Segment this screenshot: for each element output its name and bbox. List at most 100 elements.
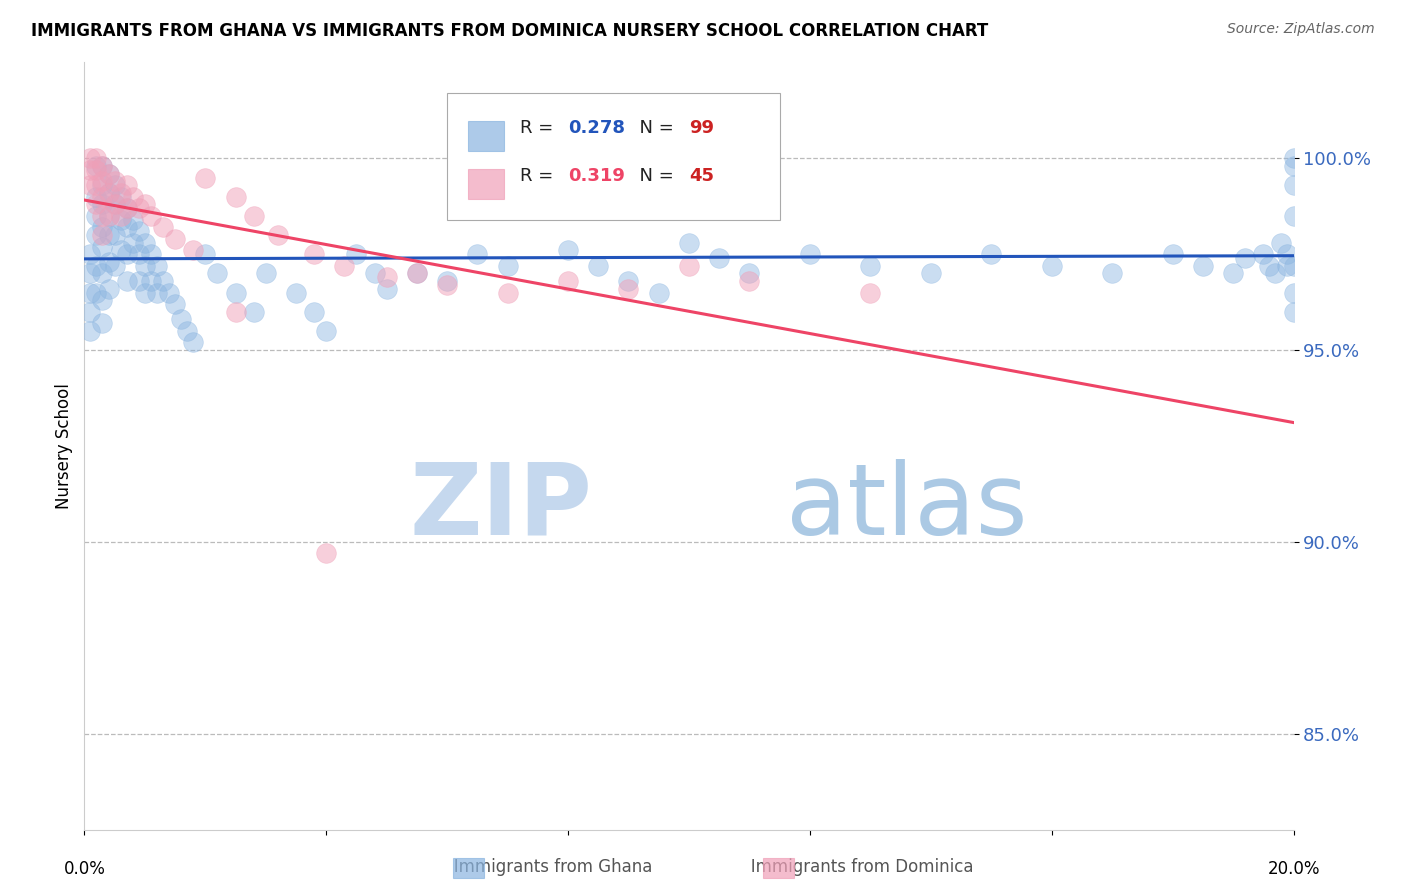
Point xyxy=(91,197,114,211)
Text: Immigrants from Dominica: Immigrants from Dominica xyxy=(714,858,973,876)
Point xyxy=(139,247,162,261)
Point xyxy=(86,197,108,211)
Point xyxy=(146,259,169,273)
Point xyxy=(678,259,700,273)
Point xyxy=(91,239,114,253)
Text: N =: N = xyxy=(628,119,681,136)
Point xyxy=(104,197,127,211)
Point xyxy=(165,232,187,246)
Point xyxy=(467,247,489,261)
Point xyxy=(1234,251,1257,265)
Point xyxy=(375,270,398,285)
Point xyxy=(1161,247,1184,261)
Point xyxy=(86,159,108,173)
Point xyxy=(97,209,120,223)
Point xyxy=(648,285,671,300)
Point xyxy=(181,335,204,350)
Point xyxy=(1101,267,1123,281)
Point xyxy=(97,227,120,242)
Point xyxy=(128,201,150,215)
Point xyxy=(128,274,150,288)
Point xyxy=(1253,247,1275,261)
Point xyxy=(181,244,204,258)
FancyBboxPatch shape xyxy=(447,93,780,219)
Point xyxy=(128,247,150,261)
Point xyxy=(194,170,217,185)
Point xyxy=(134,235,156,250)
Point xyxy=(86,151,108,165)
Point xyxy=(115,178,138,193)
Point xyxy=(225,285,247,300)
Point xyxy=(1282,178,1305,193)
Point xyxy=(285,285,308,300)
Point xyxy=(1270,235,1292,250)
Point xyxy=(859,259,882,273)
Point xyxy=(302,247,325,261)
Point xyxy=(225,304,247,318)
Point xyxy=(146,285,169,300)
Point xyxy=(110,244,132,258)
Point xyxy=(557,244,579,258)
Point xyxy=(97,167,120,181)
Text: R =: R = xyxy=(520,119,558,136)
Point xyxy=(436,274,458,288)
Point xyxy=(110,209,132,223)
Point xyxy=(128,224,150,238)
Point xyxy=(134,197,156,211)
Point xyxy=(91,293,114,308)
Point xyxy=(115,201,138,215)
Point xyxy=(134,285,156,300)
Point xyxy=(104,227,127,242)
Text: 99: 99 xyxy=(689,119,714,136)
Text: Immigrants from Ghana: Immigrants from Ghana xyxy=(416,858,652,876)
Point xyxy=(104,174,127,188)
Point xyxy=(1277,247,1299,261)
Point xyxy=(242,209,264,223)
Point xyxy=(91,178,114,193)
Point xyxy=(97,255,120,269)
Text: N =: N = xyxy=(628,167,681,185)
Point xyxy=(79,162,101,177)
Point xyxy=(1282,209,1305,223)
Point xyxy=(315,546,337,560)
FancyBboxPatch shape xyxy=(468,120,503,151)
Point xyxy=(1282,304,1305,318)
Point xyxy=(86,190,108,204)
Point xyxy=(267,227,290,242)
Point xyxy=(91,316,114,330)
Point xyxy=(152,220,174,235)
Point xyxy=(115,247,138,261)
Point xyxy=(496,259,519,273)
Text: 20.0%: 20.0% xyxy=(1267,860,1320,878)
Text: Source: ZipAtlas.com: Source: ZipAtlas.com xyxy=(1227,22,1375,37)
Point xyxy=(346,247,368,261)
Point xyxy=(97,167,120,181)
Y-axis label: Nursery School: Nursery School xyxy=(55,383,73,509)
Point xyxy=(557,274,579,288)
Point xyxy=(91,190,114,204)
Point xyxy=(170,312,193,326)
Point xyxy=(1282,259,1305,273)
Text: 0.319: 0.319 xyxy=(568,167,624,185)
Point xyxy=(588,259,610,273)
Point xyxy=(242,304,264,318)
Point xyxy=(1282,151,1305,165)
Point xyxy=(86,227,108,242)
Point xyxy=(1282,159,1305,173)
Point xyxy=(79,247,101,261)
Point xyxy=(91,227,114,242)
Point xyxy=(91,159,114,173)
Point xyxy=(207,267,229,281)
Text: 45: 45 xyxy=(689,167,714,185)
Point xyxy=(86,285,108,300)
Point xyxy=(110,186,132,200)
Point xyxy=(315,324,337,338)
Point xyxy=(406,267,429,281)
Point xyxy=(115,274,138,288)
Point xyxy=(709,251,731,265)
Point xyxy=(121,235,143,250)
Point xyxy=(406,267,429,281)
Point xyxy=(254,267,277,281)
Point xyxy=(91,209,114,223)
Point xyxy=(79,324,101,338)
